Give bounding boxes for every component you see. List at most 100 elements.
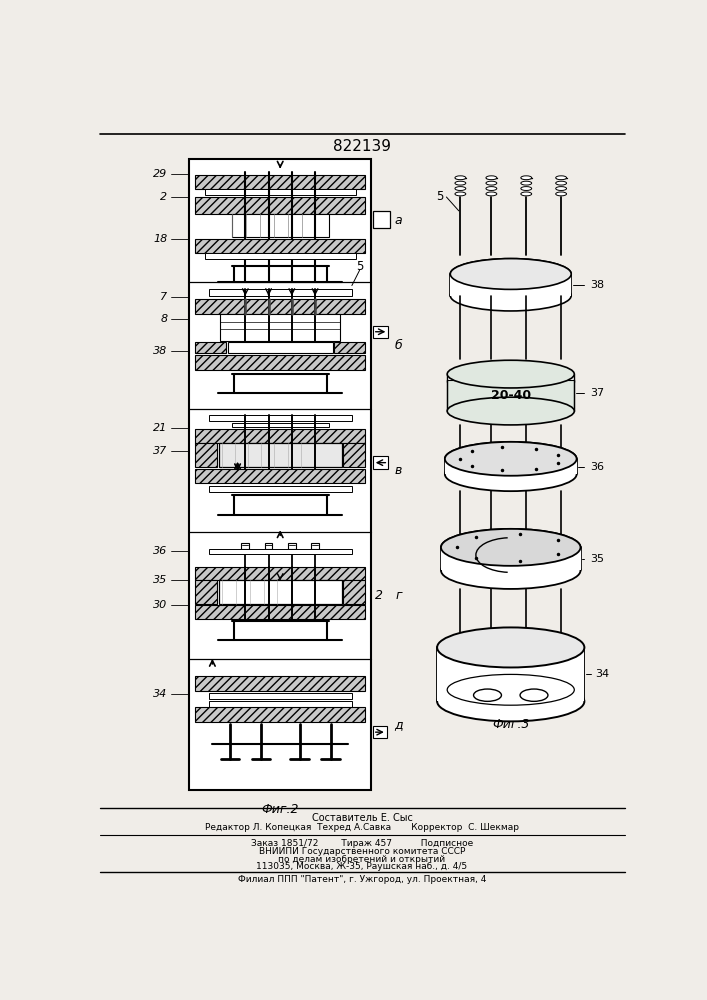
Bar xyxy=(195,580,217,604)
Bar xyxy=(195,429,365,443)
Text: 36: 36 xyxy=(153,546,168,556)
Ellipse shape xyxy=(486,181,497,185)
Ellipse shape xyxy=(445,442,577,476)
Ellipse shape xyxy=(450,259,571,289)
Bar xyxy=(209,415,352,421)
Text: 38: 38 xyxy=(590,280,604,290)
Bar xyxy=(448,374,574,382)
Ellipse shape xyxy=(455,192,466,196)
Ellipse shape xyxy=(486,187,497,190)
Ellipse shape xyxy=(441,529,580,566)
Bar xyxy=(209,549,352,554)
Bar xyxy=(195,355,365,370)
Ellipse shape xyxy=(450,259,571,289)
Bar xyxy=(232,214,329,237)
Bar xyxy=(204,253,356,259)
Bar xyxy=(195,175,365,189)
Text: Филиал ППП "Патент", г. Ужгород, ул. Проектная, 4: Филиал ППП "Патент", г. Ужгород, ул. Про… xyxy=(238,875,486,884)
Ellipse shape xyxy=(455,187,466,190)
Bar xyxy=(195,239,365,253)
Text: 35: 35 xyxy=(153,575,168,585)
Ellipse shape xyxy=(445,442,577,476)
Text: Редактор Л. Копецкая  Техред А.Савка       Корректор  С. Шекмар: Редактор Л. Копецкая Техред А.Савка Корр… xyxy=(205,823,519,832)
Ellipse shape xyxy=(556,176,566,180)
Text: б: б xyxy=(395,339,402,352)
Text: 29: 29 xyxy=(153,169,168,179)
Text: 38: 38 xyxy=(153,346,168,356)
Text: в: в xyxy=(395,464,402,477)
Bar xyxy=(195,676,365,691)
Ellipse shape xyxy=(486,192,497,196)
Ellipse shape xyxy=(486,176,497,180)
Bar xyxy=(441,547,580,570)
Bar xyxy=(437,647,585,701)
Ellipse shape xyxy=(521,187,532,190)
Bar xyxy=(311,543,319,549)
Bar xyxy=(241,543,249,549)
Text: 7: 7 xyxy=(160,292,168,302)
Bar xyxy=(373,726,387,738)
Text: Фиг.2: Фиг.2 xyxy=(262,803,299,816)
Ellipse shape xyxy=(521,181,532,185)
Bar xyxy=(218,580,341,604)
Bar xyxy=(195,707,365,722)
Bar xyxy=(344,443,365,467)
Ellipse shape xyxy=(450,280,571,311)
Bar xyxy=(204,189,356,195)
Bar xyxy=(209,693,352,699)
Bar xyxy=(195,567,365,580)
Text: 2: 2 xyxy=(160,192,168,202)
Ellipse shape xyxy=(556,192,566,196)
Bar xyxy=(195,469,365,483)
Bar xyxy=(373,211,390,228)
Text: 37: 37 xyxy=(153,446,168,456)
Ellipse shape xyxy=(445,457,577,491)
Text: 35: 35 xyxy=(590,554,604,564)
Text: по делам изобретений и открытий: по делам изобретений и открытий xyxy=(279,855,445,864)
Bar xyxy=(334,342,365,353)
Text: 36: 36 xyxy=(590,462,604,472)
Ellipse shape xyxy=(520,689,548,701)
Text: 18: 18 xyxy=(153,234,168,244)
Ellipse shape xyxy=(474,689,501,701)
Ellipse shape xyxy=(448,397,574,425)
Text: 2: 2 xyxy=(375,589,383,602)
Bar xyxy=(373,456,388,469)
Text: 822139: 822139 xyxy=(333,139,391,154)
Ellipse shape xyxy=(441,529,580,566)
Ellipse shape xyxy=(556,181,566,185)
Text: 21: 21 xyxy=(153,423,168,433)
Text: 5: 5 xyxy=(356,260,363,273)
Text: 34: 34 xyxy=(153,689,168,699)
Ellipse shape xyxy=(448,360,574,388)
Ellipse shape xyxy=(521,192,532,196)
Bar xyxy=(195,299,365,314)
Text: Заказ 1851/72        Тираж 457          Подписное: Заказ 1851/72 Тираж 457 Подписное xyxy=(251,839,473,848)
Bar xyxy=(209,486,352,492)
Bar xyxy=(195,197,365,214)
Text: г: г xyxy=(395,589,402,602)
Ellipse shape xyxy=(556,187,566,190)
Bar xyxy=(189,158,371,790)
Bar xyxy=(209,289,352,296)
Ellipse shape xyxy=(455,176,466,180)
Bar xyxy=(228,342,332,353)
Bar xyxy=(195,342,226,353)
Bar xyxy=(373,326,388,338)
Bar xyxy=(450,274,571,296)
Text: 20-40: 20-40 xyxy=(491,389,531,402)
Ellipse shape xyxy=(521,176,532,180)
Bar xyxy=(195,443,217,467)
Ellipse shape xyxy=(455,181,466,185)
Ellipse shape xyxy=(437,627,585,667)
Bar xyxy=(288,543,296,549)
Text: 30: 30 xyxy=(153,600,168,610)
Text: 5: 5 xyxy=(436,190,443,204)
Text: Составитель Е. Сыс: Составитель Е. Сыс xyxy=(312,813,412,823)
Text: 113035, Москва, Ж-35, Раушская наб., д. 4/5: 113035, Москва, Ж-35, Раушская наб., д. … xyxy=(257,862,467,871)
Text: Фиг.3: Фиг.3 xyxy=(492,718,530,731)
Bar xyxy=(344,580,365,604)
Bar xyxy=(209,701,352,707)
Bar xyxy=(448,380,574,411)
Text: 34: 34 xyxy=(595,669,609,679)
